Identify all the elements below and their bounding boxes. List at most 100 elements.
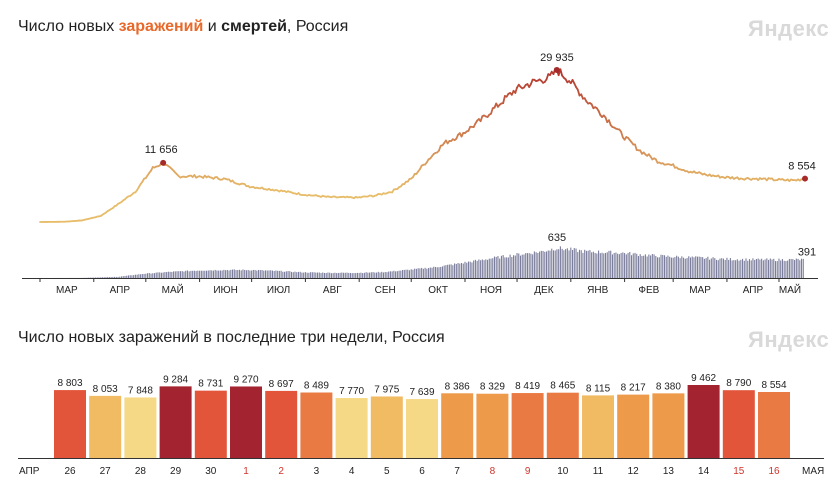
x-tick-label: 16: [768, 466, 780, 477]
infections-line-segment: [490, 107, 494, 115]
bar: [370, 396, 403, 458]
bar-value-label: 8 465: [550, 381, 575, 392]
x-tick-label: ДЕК: [534, 285, 553, 296]
x-tick-label: ИЮН: [213, 285, 238, 296]
bar-value-label: 8 386: [445, 381, 470, 392]
bar: [441, 393, 474, 458]
x-tick-label: ФЕВ: [638, 285, 659, 296]
annotation-dot: [802, 175, 808, 182]
x-tick-label: МАР: [689, 285, 711, 296]
annotation-label: 11 656: [145, 144, 178, 156]
bar: [265, 390, 298, 458]
bar-value-label: 8 554: [761, 380, 786, 391]
infections-line-segment: [634, 143, 638, 151]
bar-value-label: 7 770: [339, 386, 364, 397]
bar: [546, 392, 579, 458]
x-tick-label: 10: [557, 466, 569, 477]
x-tick-label: 2: [278, 466, 284, 477]
top-chart: МАР АПР МАЙ ИЮН ИЮЛ АВГ СЕН ОКТ НОЯ ДЕК ЯНВ ФЕВ МАР А…: [22, 52, 818, 296]
bar: [89, 395, 122, 458]
annotation-label: 391: [798, 247, 816, 259]
x-tick-label: 27: [100, 466, 112, 477]
bar-value-label: 9 284: [163, 374, 188, 385]
bar-value-label: 8 380: [656, 381, 681, 392]
x-tick-label: 11: [593, 466, 604, 477]
bar: [758, 392, 790, 458]
bar: [406, 399, 438, 458]
infections-line-segment: [620, 130, 624, 139]
bar-value-label: 8 053: [93, 384, 118, 395]
x-tick-label: 28: [135, 466, 147, 477]
bar: [335, 398, 368, 458]
x-tick-label: ИЮЛ: [267, 285, 290, 296]
bar: [159, 386, 192, 458]
bar: [476, 393, 509, 458]
x-tick-label: 29: [170, 466, 182, 477]
yandex-logo-bottom: Яндекс: [748, 327, 830, 352]
title-infections: заражений: [118, 18, 204, 35]
bar-value-label: 9 462: [691, 373, 716, 384]
bar-value-label: 8 329: [480, 382, 505, 393]
x-tick-label: АПР: [743, 285, 764, 296]
title-deaths: смертей: [221, 18, 287, 35]
x-tick-label: 14: [698, 466, 710, 477]
title-prefix: Число новых: [18, 18, 119, 35]
title-suffix: , Россия: [286, 18, 349, 35]
infections-line-segment: [545, 73, 550, 81]
x-tick-label: 7: [454, 466, 460, 477]
bar: [617, 394, 650, 458]
bar: [54, 390, 86, 458]
annotation-dot: [160, 159, 167, 166]
bar-value-label: 8 697: [269, 379, 294, 390]
x-tick-label: 9: [525, 466, 531, 477]
x-tick-label: МАЙ: [779, 283, 801, 296]
month-end-label: МАЯ: [802, 466, 824, 477]
annotation-label: 635: [548, 232, 566, 244]
x-tick-label: МАР: [56, 285, 78, 296]
x-tick-label: АПР: [110, 285, 131, 296]
x-tick-label: 15: [733, 466, 745, 477]
annotation-label: 8 554: [788, 161, 816, 173]
x-tick-label: 13: [663, 466, 675, 477]
infections-line-segment: [559, 68, 564, 77]
bar: [300, 392, 333, 458]
x-tick-label: АВГ: [323, 285, 342, 296]
bar: [230, 386, 262, 458]
x-tick-label: ЯНВ: [587, 285, 608, 296]
x-tick-label: ОКТ: [428, 285, 448, 296]
annotation-dot: [553, 67, 560, 73]
bar: [722, 390, 755, 458]
bar-value-label: 8 731: [198, 379, 223, 390]
title-mid: и: [203, 18, 222, 35]
bar: [687, 385, 720, 458]
bar: [511, 393, 544, 458]
bar-value-label: 8 790: [726, 378, 751, 389]
month-start-label: АПР: [19, 466, 40, 477]
x-tick-label: НОЯ: [480, 285, 502, 296]
yandex-logo: Яндекс: [748, 16, 830, 41]
bar-value-label: 7 848: [128, 385, 153, 396]
bar-value-label: 8 419: [515, 381, 540, 392]
bar-value-label: 8 217: [621, 383, 646, 394]
x-tick-label: СЕН: [375, 285, 396, 296]
bar-value-label: 7 639: [409, 387, 434, 398]
annotation-label: 29 935: [540, 52, 574, 64]
bar-value-label: 8 115: [586, 383, 611, 394]
bar: [652, 393, 685, 458]
bar: [124, 397, 157, 458]
chart-title: Число новых заражений и смертей, Россия: [18, 18, 348, 36]
bar-value-label: 9 270: [233, 374, 258, 385]
x-tick-label: 12: [628, 466, 640, 477]
x-tick-label: 1: [243, 466, 249, 477]
infections-line-segment: [502, 95, 506, 105]
x-tick-label: 6: [419, 466, 425, 477]
x-tick-label: 26: [64, 466, 76, 477]
bar-value-label: 8 489: [304, 381, 329, 392]
bar: [582, 395, 614, 458]
infections-line-segment: [514, 86, 518, 94]
x-tick-label: 8: [490, 466, 496, 477]
x-tick-label: 3: [314, 466, 320, 477]
x-tick-label: 30: [205, 466, 217, 477]
x-tick-label: 4: [349, 466, 355, 477]
